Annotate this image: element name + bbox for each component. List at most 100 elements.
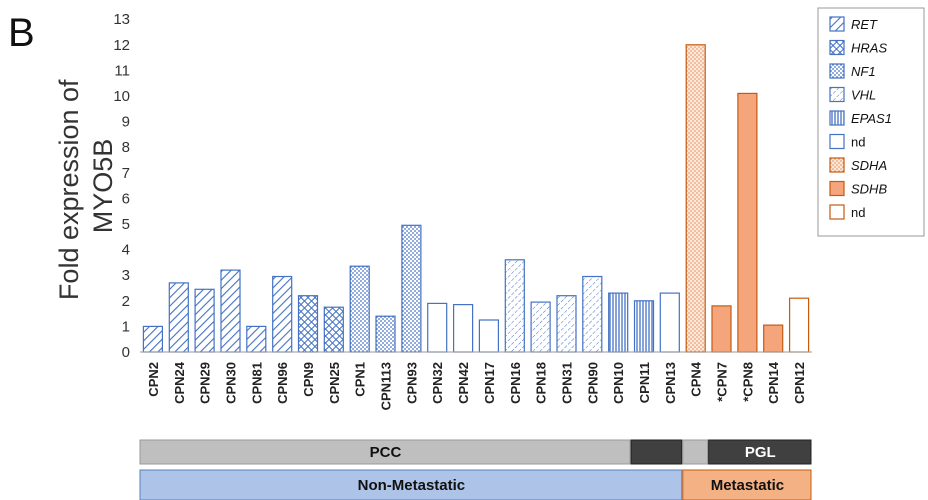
bar-cpn96 [272,275,293,353]
x-tick-label: CPN14 [766,361,781,404]
x-tick-label: CPN16 [508,362,523,404]
bar-cpn2 [142,325,163,353]
y-tick-label: 12 [113,37,130,54]
y-tick-label: 10 [113,88,130,105]
bar-cpn12 [788,297,810,353]
y-tick-label: 0 [122,344,130,361]
legend-label: SDHB [851,182,887,197]
legend: RET HRAS NF1 VHL EPAS1 nd SDHA SDHB nd [817,7,925,237]
panel-letter: B [8,11,35,55]
legend-swatch-nd [829,133,845,150]
bar-cpn18 [530,301,551,353]
x-tick-label: CPN96 [275,362,290,404]
x-tick-label: CPN17 [482,362,497,404]
bar-cpn17 [478,319,499,353]
bar-cpn31 [556,295,577,353]
band-row1-3 [708,439,812,465]
legend-label: SDHA [851,158,887,173]
band-row1-2 [682,439,709,465]
x-tick-label: CPN9 [301,362,316,397]
legend-swatch-hras [829,39,845,56]
bar-cpn30 [220,269,241,353]
legend-swatch-sdha [829,157,845,173]
band-label: Metastatic [711,477,784,494]
band-label: PGL [745,444,776,461]
x-tick-label: CPN31 [560,362,575,404]
x-tick-label: CPN32 [430,362,445,404]
x-tick-label: CPN25 [327,362,342,404]
bar-cpn7 [711,305,732,353]
y-tick-label: 6 [122,190,130,207]
bar-cpn81 [246,325,267,353]
bar-cpn16 [504,259,525,353]
x-tick-label: CPN11 [637,362,652,403]
band-label: Non-Metastatic [358,477,466,494]
legend-label: RET [851,17,878,32]
legend-swatch-nd2 [829,204,845,220]
bar-cpn4 [685,44,706,353]
x-tick-label: *CPN8 [740,362,755,402]
bar-cpn8 [737,92,758,353]
y-tick-label: 2 [122,293,130,310]
bar-cpn9 [297,295,319,353]
legend-label: nd [851,205,865,220]
legend-swatch-sdhb [829,180,845,197]
y-axis-label-line1: Fold expression of [54,79,84,300]
legend-swatch-vhl [829,86,845,103]
band-row1-1 [630,439,683,465]
bar-cpn24 [168,282,189,353]
y-tick-label: 8 [122,139,130,156]
legend-label: HRAS [851,41,887,56]
bar-cpn14 [763,324,784,353]
x-tick-label: CPN42 [456,362,471,404]
bar-cpn1 [349,265,370,353]
bar-cpn113 [375,315,396,353]
y-tick-label: 4 [122,242,130,259]
x-tick-label: CPN18 [534,362,549,404]
annotation-bands: PCC PGL Non-Metastatic Metastatic [139,439,812,500]
y-tick-label: 11 [114,62,130,79]
x-tick-label: CPN29 [198,362,213,404]
x-tick-label: CPN90 [585,362,600,404]
bar-cpn93 [401,224,422,353]
legend-swatch-nf1 [829,63,845,79]
x-tick-label: CPN24 [172,361,187,404]
bar-cpn10 [608,292,629,353]
y-axis-label: Fold expression of MYO5B [54,72,118,300]
x-tick-label: CPN13 [663,362,678,404]
bar-cpn29 [194,288,215,353]
legend-label: EPAS1 [851,111,892,126]
bar-cpn25 [323,306,344,353]
bars-group [142,44,810,353]
band-label: PCC [370,444,402,461]
x-tick-label: CPN1 [353,362,368,397]
x-tick-label: CPN2 [146,362,161,397]
bar-cpn42 [453,304,474,353]
y-axis-label-line2: MYO5B [88,139,118,234]
bar-cpn32 [427,302,448,353]
band-row1-0 [139,439,631,465]
x-tick-label: CPN81 [249,362,264,404]
legend-label: NF1 [851,64,876,79]
legend-label: nd [851,135,865,150]
x-tick-label: CPN93 [404,362,419,404]
y-tick-label: 9 [122,114,130,131]
band-row2-0 [139,469,683,500]
legend-label: VHL [851,88,876,103]
bar-cpn13 [659,292,680,353]
x-tick-label: CPN12 [792,362,807,404]
legend-swatch-ret [829,16,845,32]
x-tick-label: CPN4 [689,361,704,396]
legend-swatch-epas1 [829,110,845,126]
y-tick-label: 5 [122,216,130,233]
x-tick-label: *CPN7 [715,362,730,402]
bar-cpn90 [582,275,603,353]
y-tick-label: 13 [113,11,130,28]
y-tick-label: 7 [122,165,130,182]
bar-cpn11 [633,300,655,353]
x-tick-label: CPN10 [611,362,626,404]
y-tick-label: 3 [122,267,130,284]
band-row2-1 [682,469,812,500]
